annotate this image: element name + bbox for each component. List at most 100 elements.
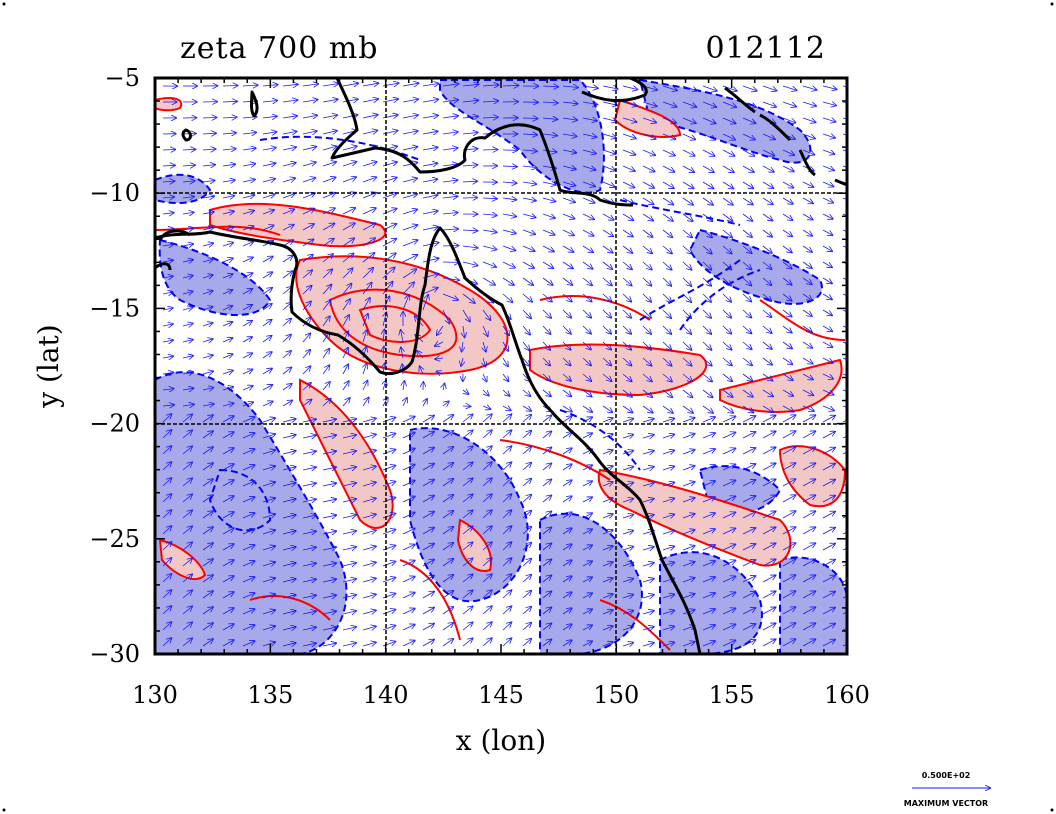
wind-vector <box>622 165 635 171</box>
wind-vector <box>282 163 296 166</box>
wind-vector <box>802 149 814 155</box>
wind-vector <box>242 433 255 439</box>
wind-vector <box>582 357 591 365</box>
wind-vector <box>822 357 833 363</box>
wind-vector <box>762 575 776 583</box>
wind-vector <box>782 229 792 236</box>
wind-vector <box>642 373 652 381</box>
wind-vector <box>702 325 711 334</box>
wind-vector <box>822 150 834 154</box>
wind-vector <box>202 404 214 406</box>
wind-vector <box>162 462 171 471</box>
wind-vector <box>522 527 531 535</box>
y-tick-label: −30 <box>89 640 140 668</box>
wind-vector <box>762 229 772 237</box>
wind-vector <box>222 354 233 358</box>
wind-vector <box>802 117 815 122</box>
wind-vector <box>762 431 776 439</box>
wind-vector <box>662 466 674 470</box>
wind-vector <box>402 497 415 503</box>
wind-vector <box>202 527 213 535</box>
wind-vector <box>842 419 847 423</box>
wind-vector <box>702 197 713 205</box>
wind-vector <box>422 432 434 439</box>
wind-vector <box>382 466 395 471</box>
wind-vector <box>742 341 752 349</box>
wind-vector <box>722 197 733 205</box>
wind-vector <box>402 593 415 599</box>
wind-vector <box>622 547 633 550</box>
wind-vector <box>463 390 468 394</box>
wind-vector <box>842 531 847 535</box>
wind-vector <box>822 165 834 170</box>
wind-vector <box>442 479 453 487</box>
wind-vector <box>682 229 692 237</box>
wind-vector <box>282 116 297 118</box>
wind-vector <box>842 246 847 251</box>
wind-vector <box>522 341 529 350</box>
wind-vector <box>822 373 833 379</box>
wind-vector <box>642 579 654 582</box>
wind-vector <box>322 84 338 86</box>
wind-vector <box>842 342 847 346</box>
wind-vector <box>182 197 194 198</box>
wind-vector <box>602 309 611 318</box>
wind-vector <box>822 496 835 503</box>
wind-vector <box>402 433 415 439</box>
wind-vector <box>202 371 213 374</box>
wind-vector <box>262 578 275 582</box>
wind-vector <box>162 324 173 326</box>
wind-vector <box>562 86 578 88</box>
wind-vector <box>222 528 234 535</box>
wind-vector <box>642 277 651 286</box>
wind-vector <box>682 466 695 471</box>
wind-vector <box>782 373 793 380</box>
wind-vector <box>742 325 751 333</box>
wind-vector <box>802 85 817 90</box>
wind-vector <box>602 245 613 253</box>
wind-vector <box>442 229 458 230</box>
wind-vector <box>262 225 274 231</box>
wind-vector <box>242 465 255 471</box>
wind-vector <box>282 147 296 150</box>
wind-vector <box>402 269 416 279</box>
wind-vector <box>722 416 735 423</box>
wind-vector <box>222 592 234 599</box>
wind-vector <box>662 450 674 454</box>
wind-vector <box>742 373 752 381</box>
wind-vector <box>602 229 613 236</box>
wind-vector <box>842 117 847 120</box>
wind-vector <box>282 401 292 407</box>
wind-vector <box>702 293 711 302</box>
wind-vector <box>162 150 175 151</box>
wind-vector <box>722 528 735 535</box>
wind-vector <box>202 181 215 183</box>
wind-vector <box>482 430 492 439</box>
wind-vector <box>682 165 694 172</box>
wind-vector <box>442 431 453 439</box>
wind-vector <box>222 480 234 487</box>
wind-vector <box>162 510 171 519</box>
wind-vector <box>182 558 192 567</box>
wind-vector <box>182 446 192 455</box>
wind-vector <box>602 181 615 187</box>
wind-vector <box>242 353 252 359</box>
wind-vector <box>702 245 712 254</box>
wind-vector <box>782 181 793 188</box>
wind-vector <box>562 373 571 381</box>
wind-vector <box>662 261 672 270</box>
wind-vector <box>782 85 797 90</box>
wind-vector <box>442 180 457 182</box>
wind-vector <box>422 544 434 551</box>
wind-vector <box>742 277 751 286</box>
wind-vector <box>762 325 772 333</box>
x-tick-label: 150 <box>593 681 639 709</box>
wind-vector <box>622 245 632 253</box>
wind-vector <box>522 325 530 335</box>
wind-vector <box>442 278 459 280</box>
wind-vector <box>642 293 651 302</box>
wind-vector <box>162 430 171 439</box>
wind-vector <box>342 547 356 550</box>
wind-vector <box>422 528 434 535</box>
wind-vector <box>642 451 654 454</box>
